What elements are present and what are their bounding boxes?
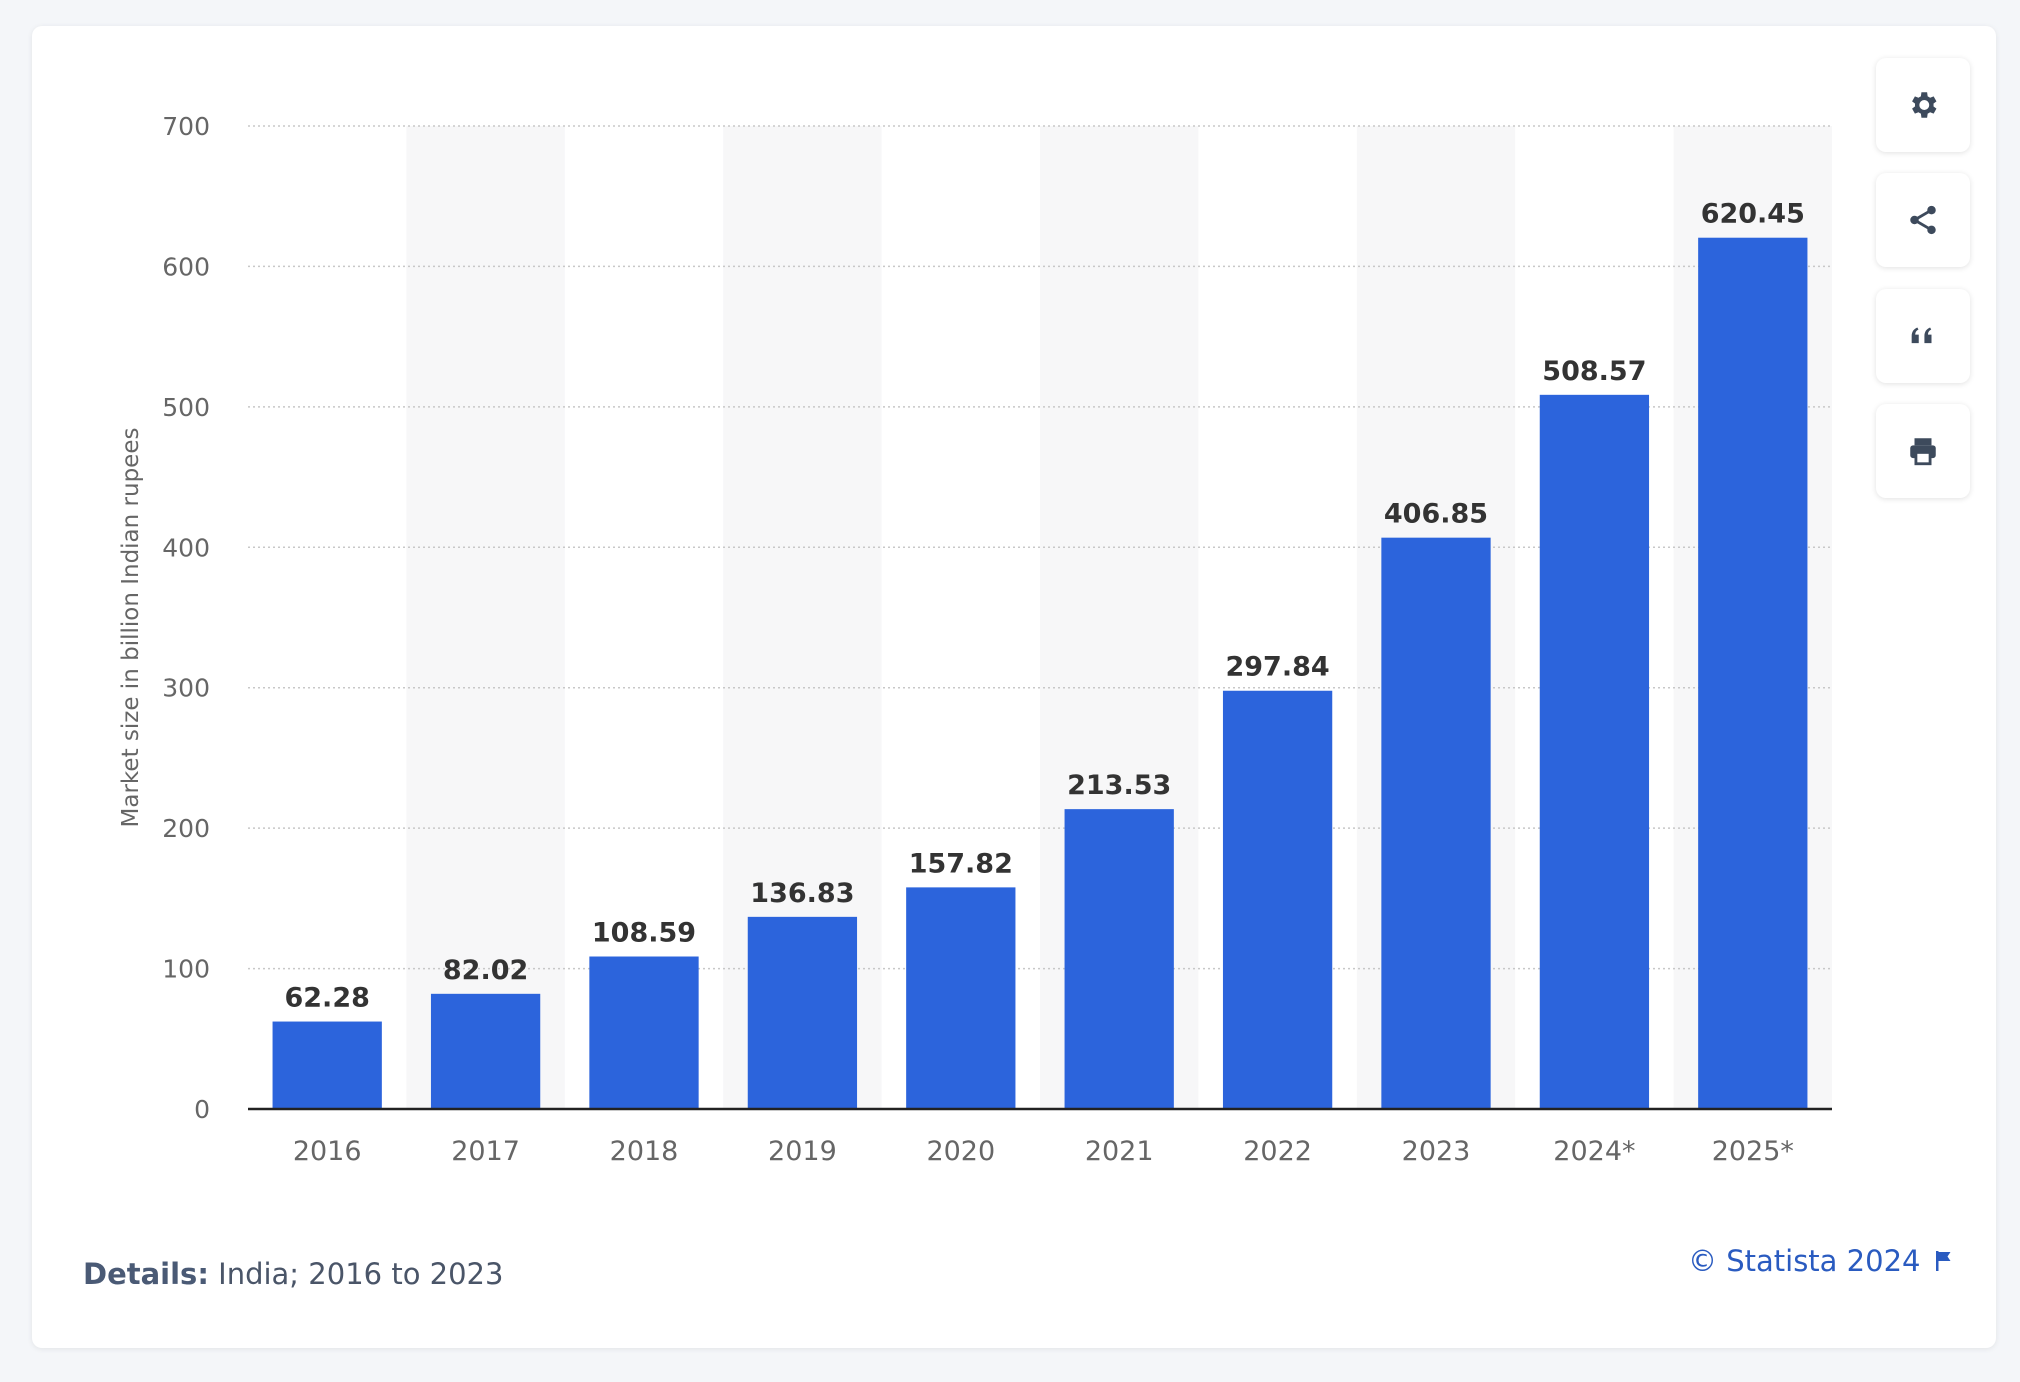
bar[interactable] [1222,690,1333,1109]
x-tick-label: 2018 [610,1136,679,1167]
x-tick-label: 2021 [1085,1136,1154,1167]
y-tick-labels: 0 100 200 300 400 500 600 700 [162,112,210,1124]
bars [272,237,1808,1110]
gear-icon [1912,92,1937,118]
y-tick-label: 0 [194,1095,210,1124]
details-label: Details: [83,1257,209,1291]
share-button[interactable] [1876,173,1970,267]
bar[interactable] [1698,237,1808,1109]
y-tick-label: 700 [162,112,210,141]
bar[interactable] [747,916,858,1109]
value-label: 108.59 [592,918,696,949]
value-label: 508.57 [1542,356,1646,387]
value-labels: 62.28 82.02 108.59 136.83 157.82 213.53 297.84… [284,199,1804,1014]
value-label: 406.85 [1384,499,1488,530]
bar[interactable] [272,1021,382,1109]
quote-icon [1911,327,1932,344]
bar[interactable] [430,993,541,1109]
x-tick-label: 2020 [926,1136,995,1167]
value-label: 297.84 [1225,652,1329,683]
details-note: Details: India; 2016 to 2023 [83,1257,503,1291]
y-tick-label: 100 [162,955,210,984]
bar[interactable] [589,956,699,1109]
y-axis-title: Market size in billion Indian rupees [118,428,144,828]
value-label: 62.28 [284,983,369,1014]
bar[interactable] [1064,809,1174,1109]
x-tick-label: 2025* [1712,1136,1794,1167]
value-label: 82.02 [443,955,528,986]
credit-text[interactable]: © Statista 2024 [1688,1244,1921,1278]
y-tick-label: 200 [162,814,210,843]
printer-icon [1910,438,1936,466]
value-label: 157.82 [909,848,1013,879]
flag-icon[interactable] [1934,1249,1954,1273]
print-button[interactable] [1876,404,1970,498]
bar[interactable] [1539,394,1650,1110]
y-tick-label: 300 [162,674,210,703]
value-label: 620.45 [1701,199,1805,230]
details-text: India; 2016 to 2023 [208,1257,504,1291]
x-tick-label: 2022 [1243,1136,1312,1167]
x-tick-labels: 2016 2017 2018 2019 2020 2021 2022 2023 2024* 202… [293,1136,1794,1167]
value-label: 136.83 [750,878,854,909]
x-tick-label: 2023 [1402,1136,1471,1167]
value-label: 213.53 [1067,770,1171,801]
x-tick-label: 2019 [768,1136,837,1167]
cite-button[interactable] [1876,289,1970,383]
statista-credit[interactable]: © Statista 2024 [1688,1244,1954,1278]
x-tick-label: 2024* [1553,1136,1635,1167]
y-tick-label: 400 [162,533,210,562]
y-tick-label: 600 [162,252,210,281]
x-tick-label: 2017 [451,1136,520,1167]
x-tick-label: 2016 [293,1136,362,1167]
y-tick-label: 500 [162,393,210,422]
bar[interactable] [1381,537,1491,1109]
settings-button[interactable] [1876,58,1970,152]
category-band [406,126,565,1109]
bar[interactable] [906,887,1016,1109]
share-icon [1910,205,1936,235]
